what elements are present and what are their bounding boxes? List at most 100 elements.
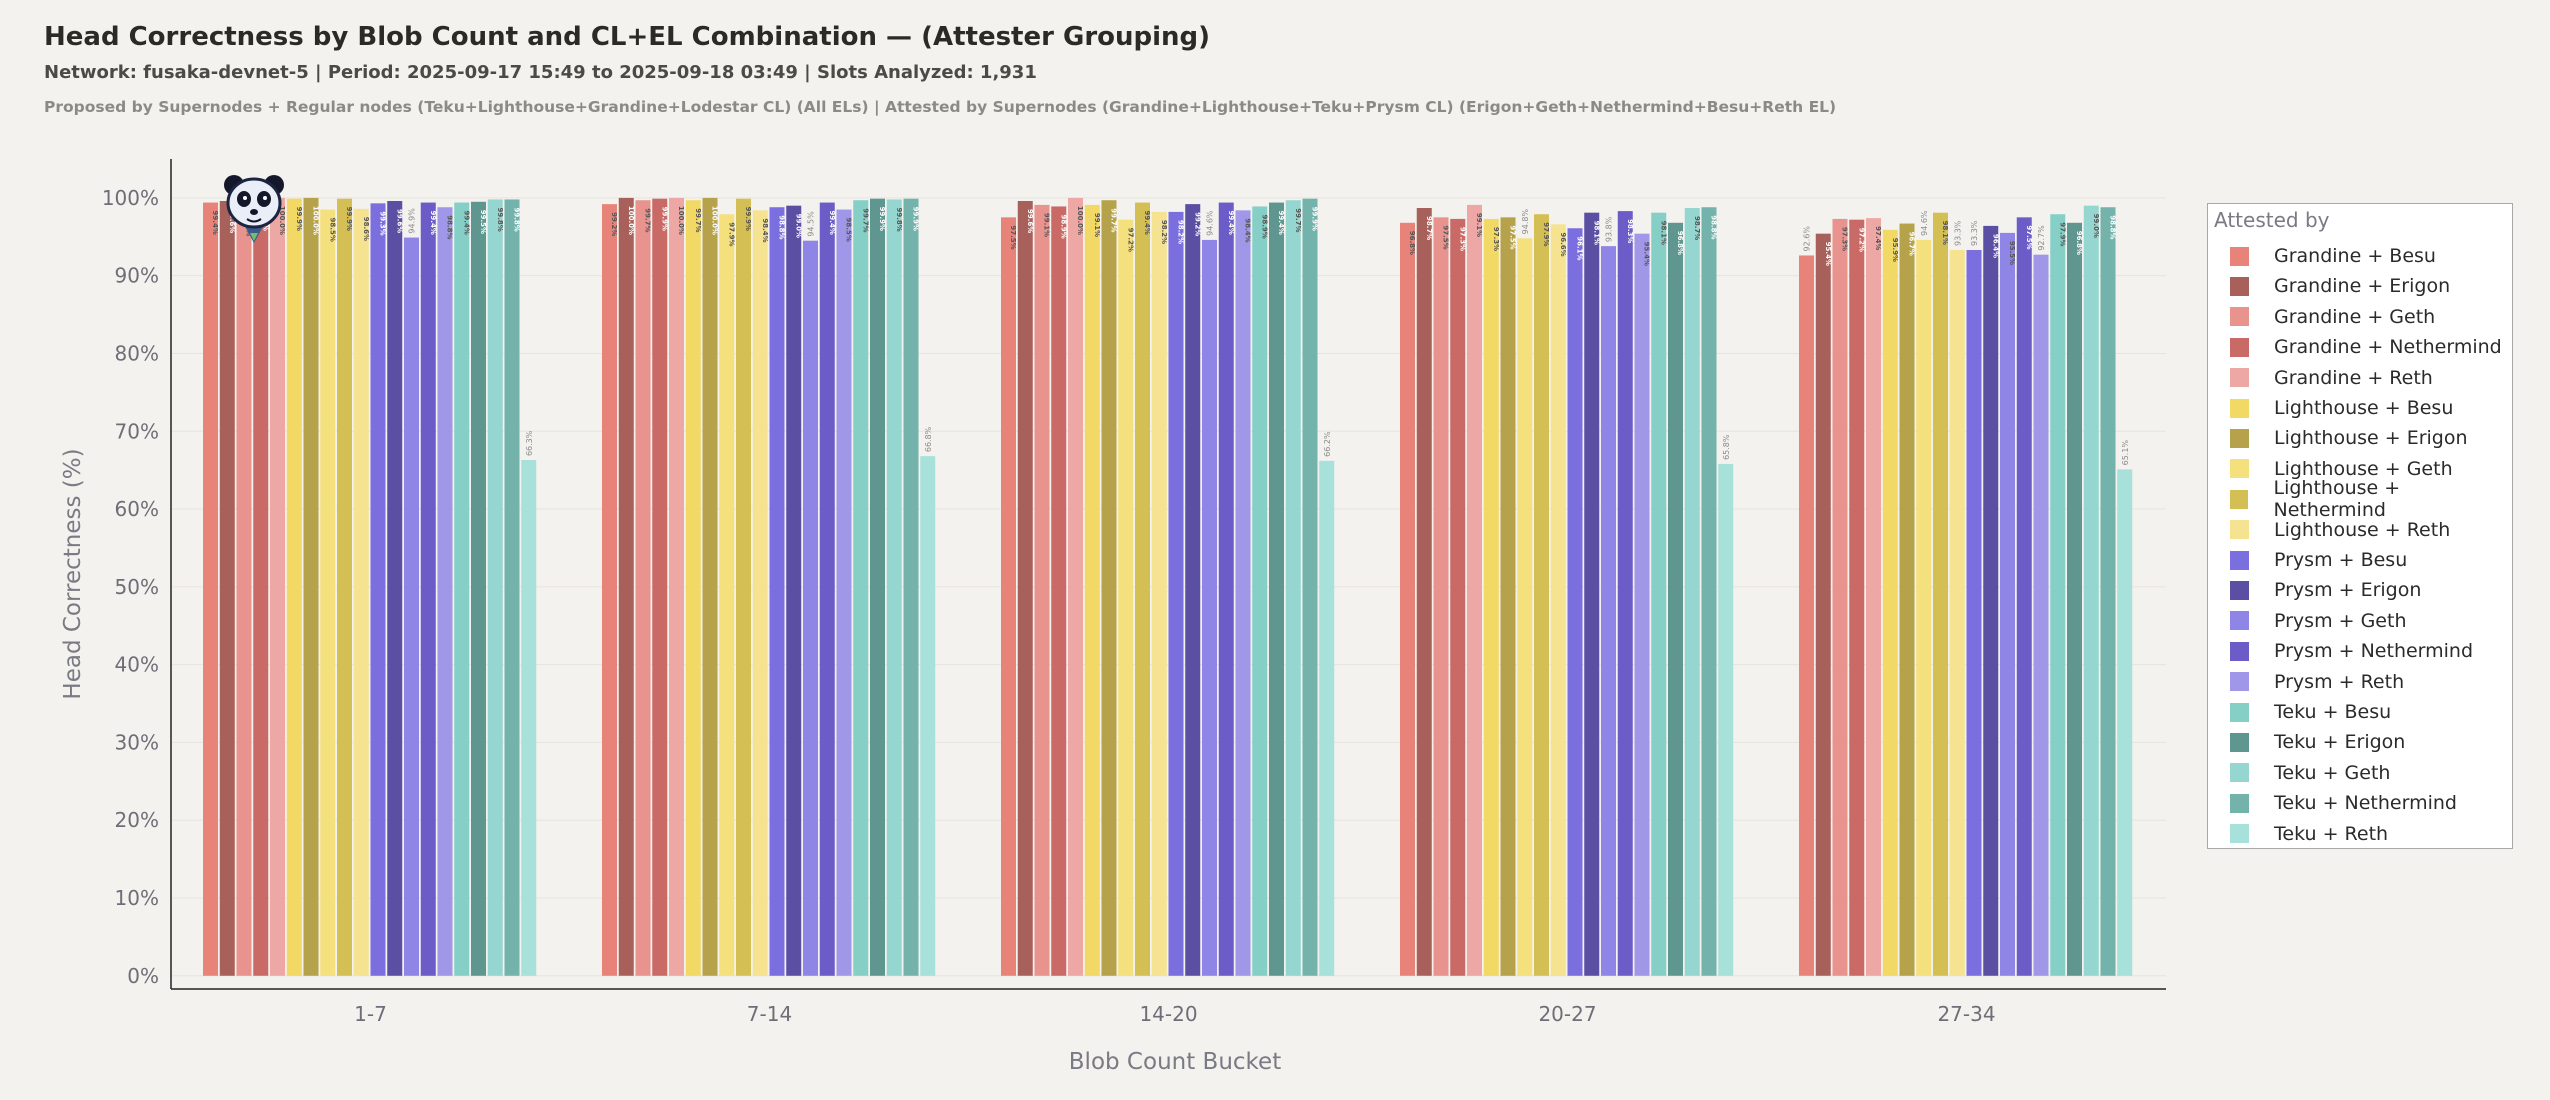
bar [1400, 222, 1415, 976]
bar [1534, 214, 1549, 976]
data-label: 96.8% [1408, 231, 1416, 255]
bar [1832, 218, 1848, 976]
bar [903, 198, 919, 976]
legend-item: Grandine + Besu [2230, 241, 2436, 271]
bar [303, 197, 319, 976]
legend-item: Prysm + Geth [2230, 606, 2407, 636]
bar [1617, 211, 1633, 976]
data-label: 98.8% [446, 215, 454, 239]
data-label: 98.5% [328, 218, 336, 242]
data-label: 100.0% [711, 206, 719, 235]
bar [1467, 204, 1482, 976]
bar [1483, 218, 1499, 976]
bar [1450, 218, 1466, 976]
legend-item: Lighthouse + Reth [2230, 515, 2450, 545]
legend-item: Lighthouse + Geth [2230, 454, 2453, 484]
bar [1517, 238, 1533, 976]
panda-logo [224, 175, 284, 243]
bar [669, 197, 684, 976]
legend-swatch [2230, 732, 2249, 752]
bar [420, 202, 436, 976]
legend-swatch [2230, 368, 2249, 388]
bar [1550, 224, 1566, 976]
bar [1051, 206, 1067, 976]
legend-label: Prysm + Reth [2274, 670, 2405, 693]
legend-label: Lighthouse + Besu [2274, 397, 2454, 419]
data-label: 99.1% [1475, 213, 1483, 237]
bar [1218, 202, 1234, 976]
bar [2100, 207, 2116, 976]
data-label: 95.4% [1824, 242, 1832, 266]
bar [1285, 200, 1301, 976]
data-label: 97.9% [1542, 222, 1550, 246]
bar [1718, 463, 1734, 976]
data-label: 99.4% [429, 211, 437, 235]
legend-item: Teku + Erigon [2230, 727, 2405, 757]
data-label: 98.1% [1659, 221, 1667, 245]
data-label: 99.4% [462, 211, 470, 235]
legend-item: Grandine + Erigon [2230, 271, 2450, 301]
data-label: 99.3% [379, 211, 387, 235]
bar [635, 200, 651, 976]
bar [387, 201, 403, 976]
bar [203, 202, 218, 976]
legend-label: Grandine + Geth [2274, 305, 2436, 328]
data-label: 98.4% [1244, 218, 1252, 242]
data-label: 98.1% [1941, 221, 1949, 245]
data-label: 66.8% [924, 426, 933, 452]
bar [1168, 211, 1184, 976]
data-label: 98.6% [362, 217, 370, 241]
x-tick-label: 27-34 [1937, 1002, 1995, 1026]
data-label: 99.9% [345, 207, 353, 231]
bar [1933, 212, 1948, 976]
data-label: 66.2% [1323, 431, 1332, 457]
data-label: 96.7% [1908, 232, 1916, 256]
bar [1017, 201, 1033, 976]
data-label: 99.7% [1110, 208, 1118, 232]
x-tick-label: 20-27 [1538, 1002, 1596, 1026]
legend-item: Lighthouse + Erigon [2230, 423, 2468, 453]
y-tick-label: 80% [115, 341, 159, 365]
y-tick-label: 70% [115, 419, 159, 443]
data-label: 99.9% [744, 207, 752, 231]
legend-swatch [2230, 702, 2249, 722]
bar [870, 198, 885, 976]
legend-label: Prysm + Nethermind [2274, 640, 2474, 663]
data-label: 100.0% [627, 206, 635, 235]
legend-label: Lighthouse + Geth [2274, 457, 2453, 480]
bar [1899, 223, 1915, 976]
legend-swatch [2230, 793, 2249, 813]
legend-swatch [2230, 672, 2249, 692]
data-label: 97.4% [1874, 226, 1882, 250]
bar [853, 200, 869, 976]
data-label: 97.3% [1492, 227, 1500, 251]
legend-swatch [2230, 398, 2249, 418]
data-label: 100.0% [1076, 206, 1084, 235]
data-label: 99.2% [610, 212, 618, 236]
data-label: 97.3% [1458, 227, 1466, 251]
bar [253, 198, 269, 976]
bar [454, 202, 470, 976]
bar [1001, 217, 1016, 976]
data-label: 100.0% [278, 206, 286, 235]
y-tick-label: 60% [115, 497, 159, 521]
data-label: 98.5% [845, 218, 853, 242]
data-label: 99.9% [912, 207, 920, 231]
chart-title: Head Correctness by Blob Count and CL+EL… [44, 22, 1211, 52]
bar [404, 237, 419, 976]
bar [337, 198, 352, 976]
data-label: 99.6% [1026, 209, 1034, 233]
bar [471, 201, 486, 976]
data-label: 95.5% [2008, 241, 2016, 265]
x-axis-label: Blob Count Bucket [1069, 1049, 1281, 1075]
bar [270, 197, 285, 976]
bar [2083, 205, 2099, 976]
bar [1882, 229, 1898, 976]
data-label: 99.0% [2092, 214, 2100, 238]
data-label: 99.7% [1294, 208, 1302, 232]
data-label: 97.5% [1509, 225, 1517, 249]
legend-item: Prysm + Erigon [2230, 575, 2421, 605]
legend-item: Teku + Besu [2230, 697, 2391, 727]
legend-label: Teku + Erigon [2274, 731, 2406, 754]
